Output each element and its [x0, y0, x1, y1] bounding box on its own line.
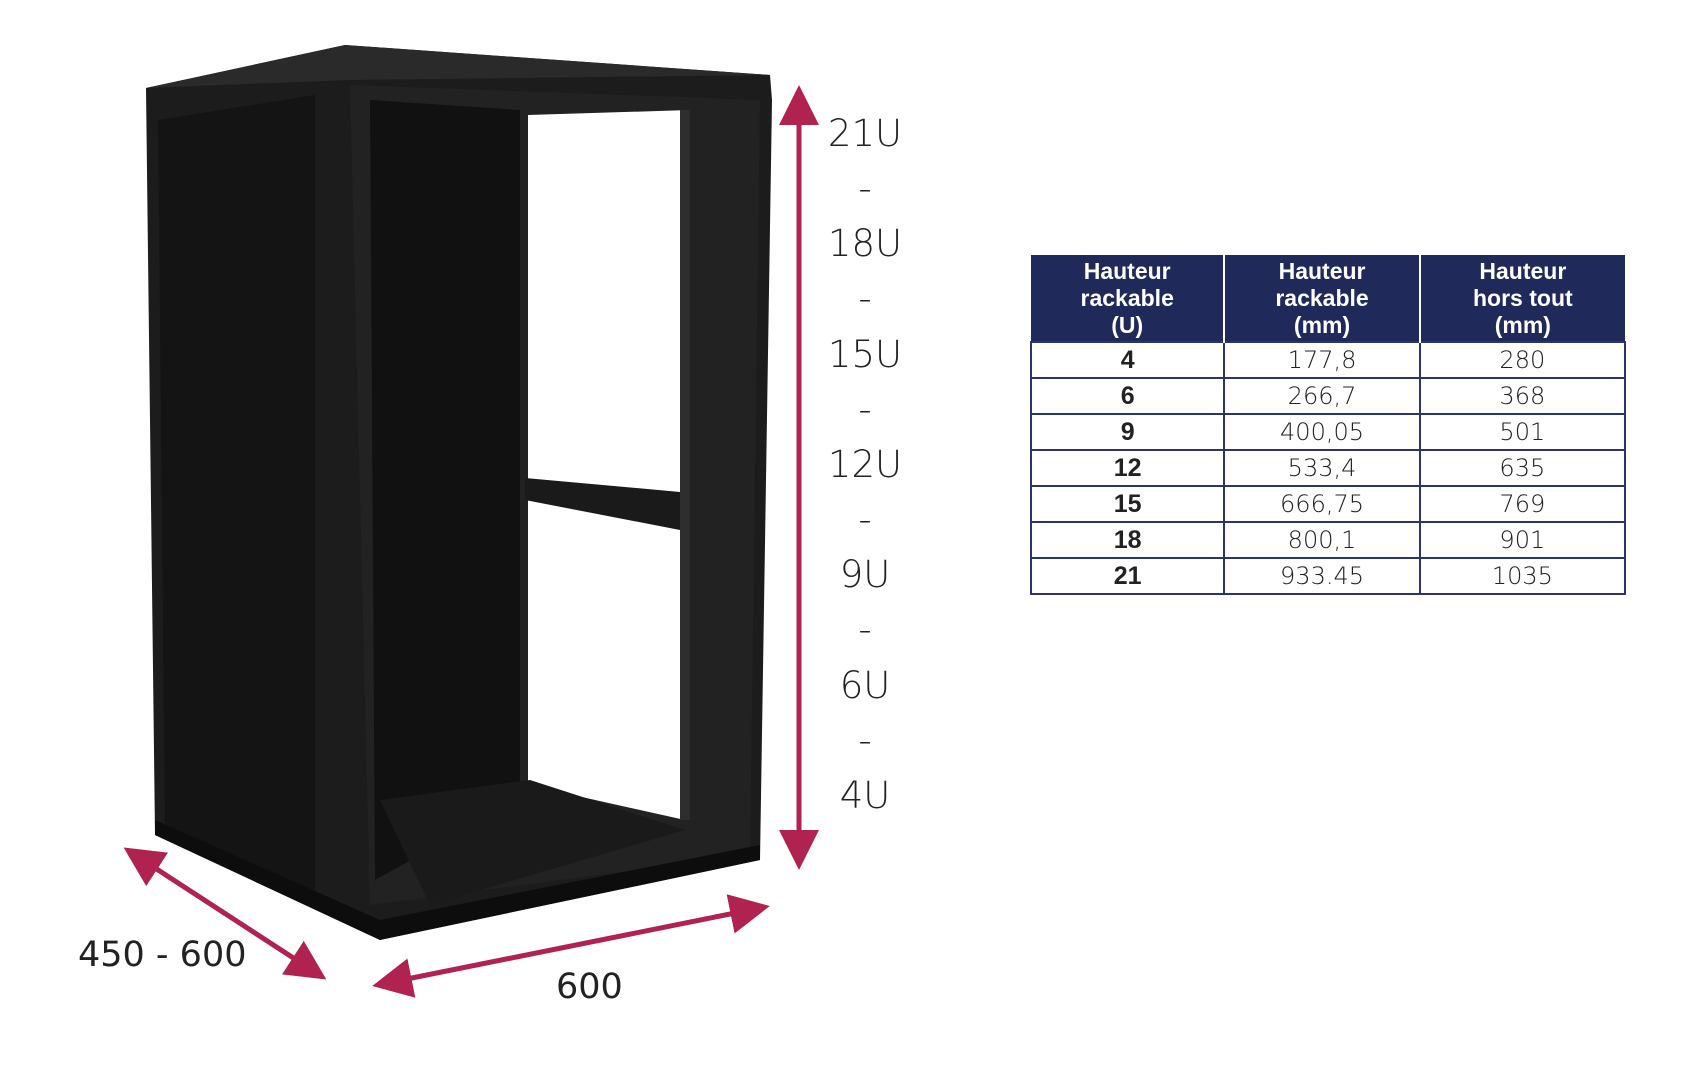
height-separator: -	[858, 608, 872, 651]
cell-rack-mm: 800,1	[1223, 521, 1421, 559]
height-separator: -	[858, 498, 872, 541]
height-separator: -	[858, 277, 872, 320]
cell-overall-mm: 368	[1418, 377, 1627, 415]
table-row: 15 666,75 769	[1029, 485, 1627, 523]
cell-units: 18	[1029, 521, 1226, 559]
cell-overall-mm: 280	[1418, 341, 1627, 379]
table-row: 12 533,4 635	[1029, 449, 1627, 487]
header-rack-mm: Hauteur rackable (mm)	[1223, 255, 1420, 342]
cell-rack-mm: 533,4	[1223, 449, 1421, 487]
height-label: 18U	[827, 222, 903, 265]
cell-units: 9	[1029, 413, 1226, 451]
height-separator: -	[858, 167, 872, 210]
width-label: 600	[556, 967, 623, 1007]
header-overall-mm: Hauteur hors tout (mm)	[1418, 255, 1625, 342]
cell-rack-mm: 666,75	[1223, 485, 1421, 523]
height-spec-table: Hauteur rackable (U) Hauteur rackable (mm) H…	[1029, 255, 1627, 595]
header-rack-units: Hauteur rackable (U)	[1031, 255, 1225, 342]
cell-overall-mm: 501	[1418, 413, 1627, 451]
cell-units: 21	[1029, 557, 1226, 595]
cell-units: 12	[1029, 449, 1226, 487]
table-row: 9 400,05 501	[1029, 413, 1627, 451]
cell-overall-mm: 635	[1418, 449, 1627, 487]
cell-units: 15	[1029, 485, 1226, 523]
width-arrow	[372, 894, 770, 998]
cell-rack-mm: 177,8	[1223, 341, 1421, 379]
rack-cabinet	[146, 45, 772, 940]
height-label: 15U	[827, 333, 903, 376]
height-separator: -	[858, 719, 872, 762]
table-row: 18 800,1 901	[1029, 521, 1627, 559]
height-label: 9U	[839, 553, 891, 596]
table-row: 4 177,8 280	[1029, 341, 1627, 379]
cell-rack-mm: 933.45	[1223, 557, 1421, 595]
table-row: 21 933.45 1035	[1029, 557, 1627, 595]
height-label: 4U	[839, 774, 891, 817]
height-separator: -	[858, 388, 872, 431]
cell-units: 4	[1029, 341, 1226, 379]
table-row: 6 266,7 368	[1029, 377, 1627, 415]
height-label: 6U	[839, 664, 891, 707]
cell-overall-mm: 1035	[1418, 557, 1627, 595]
depth-label: 450 - 600	[78, 935, 247, 975]
height-label: 21U	[827, 112, 903, 155]
table-header-row: Hauteur rackable (U) Hauteur rackable (mm) H…	[1031, 255, 1625, 342]
height-label: 12U	[827, 443, 903, 486]
cell-overall-mm: 769	[1418, 485, 1627, 523]
cell-rack-mm: 266,7	[1223, 377, 1421, 415]
cell-rack-mm: 400,05	[1223, 413, 1421, 451]
cell-units: 6	[1029, 377, 1226, 415]
cell-overall-mm: 901	[1418, 521, 1627, 559]
depth-arrow	[123, 847, 327, 980]
